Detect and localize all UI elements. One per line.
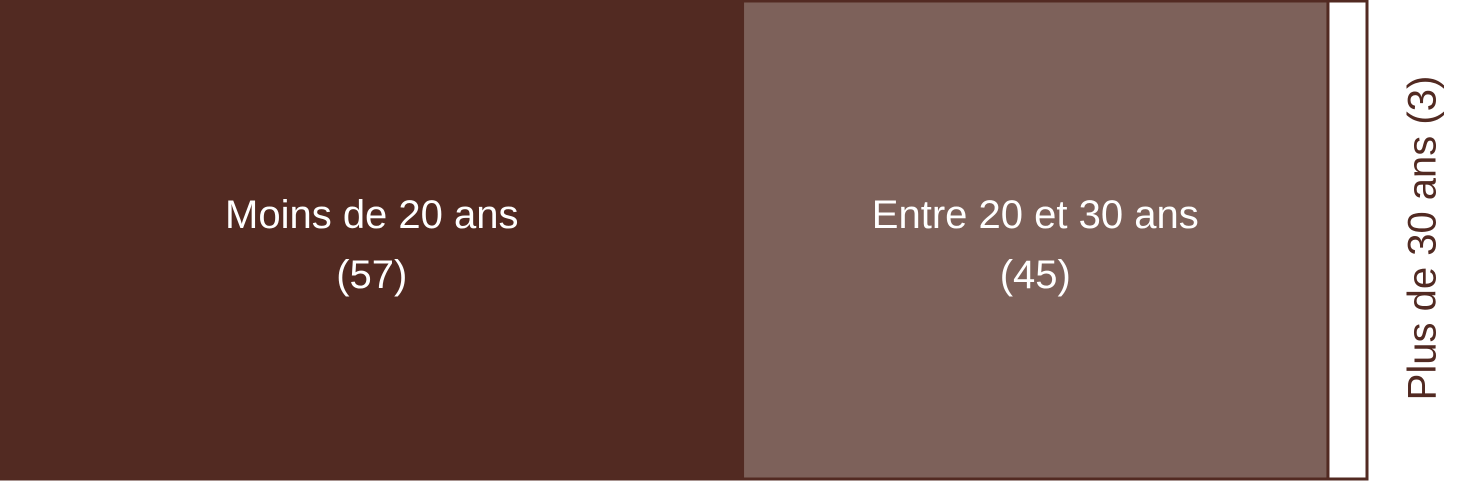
- segment-value-label: (45): [1000, 253, 1071, 297]
- bar-segment-moins-de-20-ans: [0, 0, 745, 481]
- segment-side-label: Plus de 30 ans (3): [1401, 76, 1445, 401]
- segment-labels: Moins de 20 ans (57) Entre 20 et 30 ans (45…: [225, 76, 1445, 401]
- bar-segments: [0, 0, 1369, 481]
- segment-category-label: Entre 20 et 30 ans: [872, 193, 1199, 237]
- bar-segment-plus-de-30-ans: [1326, 0, 1369, 481]
- segment-category-label: Moins de 20 ans: [225, 193, 519, 237]
- bar-segment-entre-20-et-30-ans: [741, 0, 1330, 481]
- segment-value-label: (57): [336, 253, 407, 297]
